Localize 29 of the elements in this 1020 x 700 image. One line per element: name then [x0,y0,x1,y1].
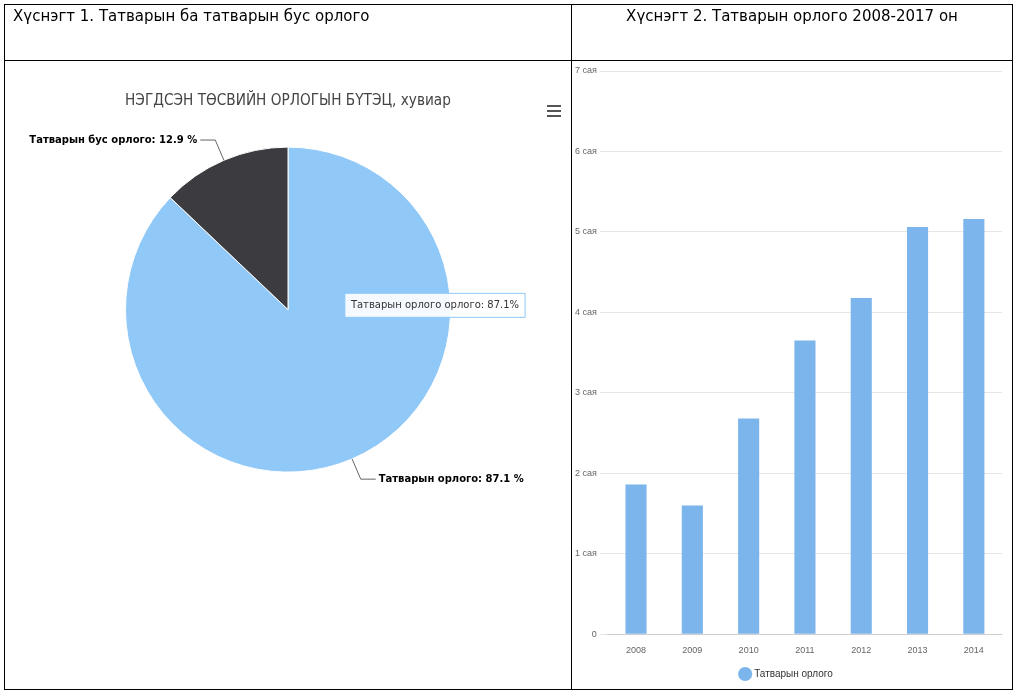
y-tick-label: 2 сая [574,467,598,478]
x-tick-label: 2008 [626,645,647,656]
y-tick-label: 4 сая [574,306,598,317]
x-tick-label: 2014 [963,645,984,656]
bar [681,505,703,634]
y-tick-label: 0 [591,628,597,639]
y-tick-label: 1 сая [574,548,598,559]
slice-label: Татварын орлого: 87.1 % [378,472,524,484]
chart-subtitle: НЭГДСЭН ТӨСВИЙН ОРЛОГЫН БҮТЭЦ, хувиар [125,89,451,110]
bar [794,340,816,634]
slice-label: Татварын бус орлого: 12.9 % [29,133,198,145]
chart-title: Хүснэгт 2. Татварын орлого 2008-2017 он [571,4,1013,61]
y-tick-label: 6 сая [574,145,598,156]
x-tick-label: 2013 [907,645,928,656]
x-tick-label: 2012 [851,645,872,656]
text: Татварын орлого орлого: 87.1% [349,298,520,310]
chart-title: Хүснэгт 1. Татварын ба татварын бус орлого [4,4,572,61]
x-tick-label: 2009 [682,645,703,656]
bar [850,297,872,634]
x-tick-label: 2011 [795,645,815,656]
bar [738,418,760,634]
bar [625,484,647,634]
y-tick-label: 5 сая [574,226,598,237]
y-tick-label: 7 сая [574,65,598,76]
y-tick-label: 3 сая [574,387,598,398]
bar [906,227,929,634]
x-tick-label: 2010 [738,645,759,656]
bar [963,219,985,634]
legend-label: Татварын орлого [754,667,834,679]
